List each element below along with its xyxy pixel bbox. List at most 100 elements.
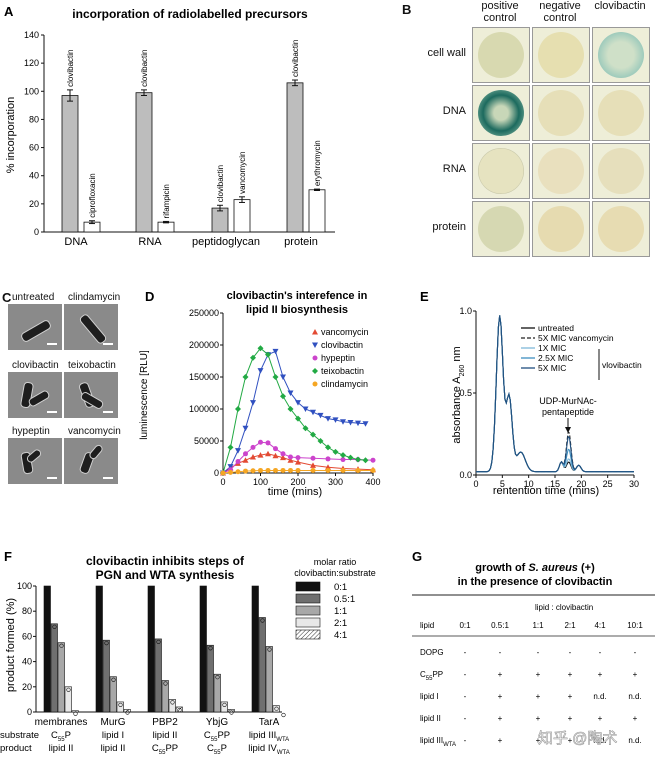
panel-g-table: G growth of S. aureus (+) in the presenc… bbox=[412, 549, 655, 748]
f-legend-swatch bbox=[295, 605, 321, 616]
f-replicate-dot bbox=[125, 710, 130, 715]
f-category-label: TarA bbox=[259, 717, 280, 728]
f-replicate-dot bbox=[208, 646, 213, 651]
b-plate bbox=[592, 143, 650, 199]
g-cell: - bbox=[569, 648, 572, 657]
b-plate bbox=[592, 85, 650, 141]
panel-d-chart: D clovibactin's interefence in lipid II … bbox=[139, 289, 381, 498]
b-plate-disc bbox=[538, 148, 584, 194]
d-point bbox=[340, 419, 346, 425]
f-product: lipid IVWTA bbox=[248, 743, 289, 756]
panel-e-letter: E bbox=[420, 289, 429, 304]
b-row-label: protein bbox=[432, 221, 466, 233]
d-point bbox=[235, 406, 241, 412]
b-plate-disc bbox=[478, 32, 524, 78]
b-plate bbox=[532, 201, 590, 257]
d-point bbox=[242, 374, 249, 380]
a-bar-label: erythromycin bbox=[313, 140, 322, 186]
c-scale-bar bbox=[103, 411, 113, 413]
f-bar bbox=[95, 585, 103, 713]
d-point bbox=[235, 469, 241, 475]
d-point bbox=[302, 425, 309, 432]
f-legend-label: 0.5:1 bbox=[334, 594, 355, 605]
d-point bbox=[258, 467, 263, 473]
g-cell: - bbox=[464, 648, 467, 657]
g-cell: n.d. bbox=[628, 692, 641, 701]
f-legend-label: 1:1 bbox=[334, 606, 347, 617]
d-point bbox=[362, 421, 369, 427]
d-point bbox=[280, 393, 286, 400]
b-row-label: RNA bbox=[442, 163, 466, 175]
g-row-label: DOPG bbox=[420, 648, 444, 657]
a-bar-clovibactin bbox=[286, 82, 304, 233]
f-replicate-dot bbox=[163, 681, 168, 686]
d-point bbox=[250, 354, 256, 361]
d-point bbox=[257, 345, 264, 352]
a-ytick-label: 140 bbox=[24, 30, 39, 40]
f-product: lipid II bbox=[49, 743, 74, 754]
g-cell: + bbox=[568, 670, 573, 679]
d-point bbox=[257, 368, 264, 374]
d-point bbox=[312, 329, 318, 335]
b-plate bbox=[532, 85, 590, 141]
d-legend-label: teixobactin bbox=[321, 366, 364, 376]
panel-g-title-line2: in the presence of clovibactin bbox=[458, 576, 613, 588]
d-xtick-label: 400 bbox=[365, 477, 380, 487]
d-point bbox=[355, 420, 361, 427]
d-point bbox=[312, 342, 318, 348]
panel-f-chart: F clovibactin inhibits steps of PGN and … bbox=[0, 549, 376, 756]
f-legend-label: 2:1 bbox=[334, 618, 347, 629]
b-plate-disc bbox=[598, 148, 644, 194]
c-micrograph bbox=[8, 372, 62, 418]
f-legend-swatch bbox=[295, 581, 321, 592]
d-point bbox=[355, 456, 361, 463]
g-cell: n.d. bbox=[593, 736, 606, 745]
e-ytick-label: 0.0 bbox=[459, 470, 472, 480]
d-point bbox=[287, 390, 294, 396]
d-ytick-label: 0 bbox=[214, 468, 219, 478]
f-legend-title: molar ratio bbox=[314, 557, 357, 567]
panel-d-xlabel: time (mins) bbox=[268, 486, 322, 498]
d-point bbox=[227, 464, 234, 470]
a-ytick-label: 20 bbox=[29, 199, 39, 209]
panel-c-letter: C bbox=[2, 290, 12, 305]
c-cell bbox=[78, 312, 108, 346]
f-replicate-dot bbox=[59, 643, 64, 648]
f-product: lipid II bbox=[101, 743, 126, 754]
a-group-label: peptidoglycan bbox=[192, 236, 260, 248]
g-cell: - bbox=[537, 648, 540, 657]
d-legend-label: clindamycin bbox=[321, 379, 368, 389]
g-cell: + bbox=[568, 714, 573, 723]
d-point bbox=[312, 381, 318, 387]
d-point bbox=[243, 468, 248, 474]
g-cell: n.d. bbox=[593, 692, 606, 701]
f-bar bbox=[57, 642, 65, 713]
d-point bbox=[220, 470, 226, 476]
f-replicate-dot bbox=[73, 711, 78, 716]
panel-c: C untreated clindamycin clovibactin teixoba… bbox=[0, 290, 130, 500]
panel-d-letter: D bbox=[145, 289, 154, 304]
g-row-label: lipid II bbox=[420, 714, 441, 723]
d-ytick-label: 50000 bbox=[194, 436, 219, 446]
b-plate bbox=[532, 143, 590, 199]
f-replicate-dot bbox=[229, 710, 234, 715]
c-scale-bar bbox=[47, 343, 57, 345]
d-point bbox=[370, 457, 376, 463]
c-scale-bar bbox=[103, 477, 113, 479]
d-point bbox=[347, 454, 354, 461]
c-scale-bar bbox=[47, 411, 57, 413]
c-scale-bar bbox=[103, 343, 113, 345]
f-replicate-dot bbox=[260, 618, 265, 623]
d-point bbox=[310, 431, 316, 438]
d-legend-label: clovibactin bbox=[321, 340, 363, 350]
f-legend-swatch bbox=[295, 629, 321, 640]
f-substrate: lipid I bbox=[102, 730, 124, 741]
d-point bbox=[325, 444, 331, 451]
f-product: C55P bbox=[207, 743, 227, 756]
f-ytick-label: 0 bbox=[27, 707, 32, 717]
a-ytick-label: 80 bbox=[29, 114, 39, 124]
d-point bbox=[272, 348, 279, 355]
d-point bbox=[265, 450, 271, 457]
f-replicate-dot bbox=[111, 677, 116, 682]
d-point bbox=[272, 452, 279, 459]
